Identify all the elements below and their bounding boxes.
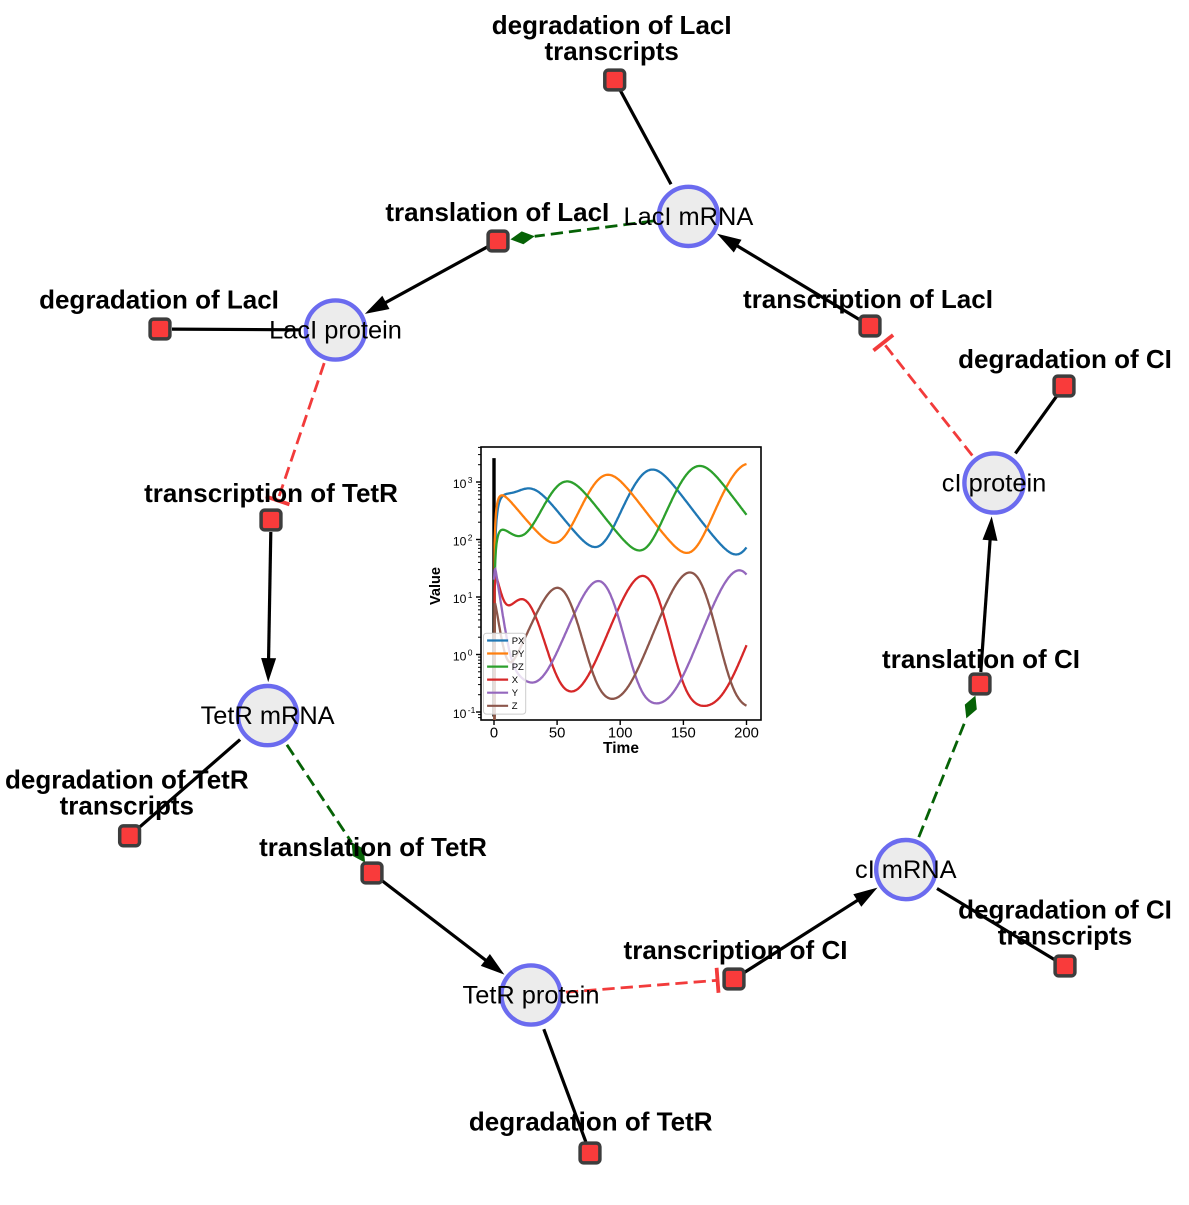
- svg-text:transcription of CI: transcription of CI: [624, 935, 848, 965]
- svg-text:degradation of LacI: degradation of LacI: [492, 10, 732, 40]
- svg-text:50: 50: [549, 725, 565, 741]
- svg-text:degradation of TetR: degradation of TetR: [5, 764, 249, 794]
- svg-text:X: X: [512, 675, 519, 686]
- svg-text:10: 10: [453, 707, 467, 721]
- svg-text:translation of LacI: translation of LacI: [385, 197, 609, 227]
- svg-text:LacI protein: LacI protein: [269, 317, 402, 345]
- svg-text:Z: Z: [512, 701, 518, 712]
- svg-text:degradation of LacI: degradation of LacI: [39, 284, 279, 314]
- svg-text:200: 200: [734, 725, 759, 741]
- svg-text:transcripts: transcripts: [998, 920, 1132, 950]
- svg-text:-1: -1: [468, 705, 476, 715]
- svg-text:0: 0: [468, 647, 473, 657]
- svg-text:10: 10: [453, 592, 467, 606]
- svg-text:1: 1: [468, 590, 473, 600]
- svg-text:3: 3: [468, 475, 473, 485]
- svg-text:transcripts: transcripts: [60, 790, 194, 820]
- svg-text:degradation of CI: degradation of CI: [958, 894, 1172, 924]
- svg-text:TetR protein: TetR protein: [463, 982, 600, 1010]
- svg-text:PZ: PZ: [512, 662, 524, 673]
- svg-text:cI protein: cI protein: [942, 470, 1046, 498]
- svg-text:transcripts: transcripts: [545, 36, 679, 66]
- svg-text:100: 100: [608, 725, 633, 741]
- svg-text:0: 0: [490, 725, 498, 741]
- svg-text:translation of CI: translation of CI: [882, 644, 1080, 674]
- svg-text:TetR mRNA: TetR mRNA: [201, 702, 335, 730]
- svg-text:150: 150: [671, 725, 696, 741]
- svg-text:degradation of CI: degradation of CI: [958, 344, 1172, 374]
- svg-text:LacI mRNA: LacI mRNA: [623, 203, 753, 231]
- svg-text:transcription of TetR: transcription of TetR: [144, 478, 398, 508]
- svg-text:transcription of LacI: transcription of LacI: [743, 284, 993, 314]
- svg-text:degradation of TetR: degradation of TetR: [469, 1107, 713, 1137]
- svg-text:10: 10: [453, 650, 467, 664]
- svg-text:cI mRNA: cI mRNA: [855, 856, 957, 884]
- svg-text:10: 10: [453, 535, 467, 549]
- svg-text:Time: Time: [603, 740, 639, 757]
- svg-text:translation of TetR: translation of TetR: [259, 832, 487, 862]
- svg-text:2: 2: [468, 532, 473, 542]
- svg-text:10: 10: [453, 477, 467, 491]
- svg-text:Y: Y: [512, 688, 519, 699]
- svg-text:PY: PY: [512, 649, 525, 660]
- svg-text:PX: PX: [512, 636, 525, 647]
- svg-text:Value: Value: [428, 567, 444, 605]
